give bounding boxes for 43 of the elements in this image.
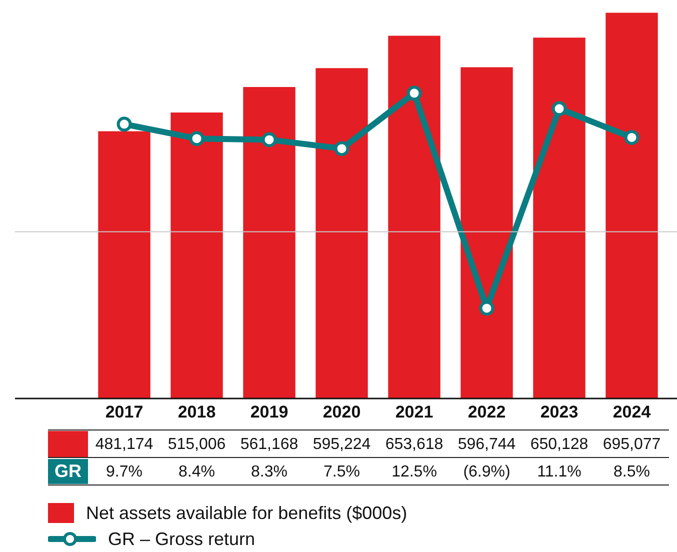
x-tick-label: 2019 (250, 402, 288, 422)
point (479, 300, 494, 316)
data-label: 561,168 (240, 436, 298, 454)
data-label: 515,006 (168, 436, 226, 454)
x-tick-label: 2022 (468, 402, 506, 422)
x-tick-label: 2017 (105, 402, 144, 422)
point (552, 101, 567, 116)
x-tick-label: 2024 (612, 402, 652, 422)
bar (388, 36, 440, 398)
bar (316, 68, 368, 398)
key-label-box: GR (48, 458, 88, 484)
x-tick-label: 2018 (178, 402, 216, 422)
point (406, 86, 422, 101)
bar (243, 86, 296, 398)
point (116, 116, 132, 132)
data-label: 12.5% (392, 464, 437, 481)
data-label: 8.3% (251, 464, 288, 481)
x-tick-label: 2020 (322, 402, 361, 422)
data-label: 9.7% (106, 464, 142, 481)
x-tick-label: 2023 (540, 402, 578, 422)
data-label: 650,128 (530, 436, 588, 454)
bar (460, 67, 513, 398)
legend-label: Net assets available for benefits ($000s) (86, 502, 408, 524)
data-label: (6.9%) (463, 464, 510, 481)
point (334, 141, 350, 156)
bar (98, 131, 150, 398)
data-label: 596,744 (458, 436, 516, 454)
bar (170, 112, 223, 398)
data-label: 8.4% (178, 464, 215, 481)
data-label: 11.1% (537, 464, 582, 481)
data-label: 8.5% (614, 464, 650, 481)
bar (533, 38, 586, 398)
point (189, 131, 204, 146)
bar (606, 12, 658, 398)
data-label: 481,174 (95, 436, 154, 454)
data-label: 695,077 (602, 436, 661, 454)
legend-label: GR – Gross return (108, 528, 256, 550)
data-label: 595,224 (312, 436, 371, 454)
point (624, 130, 640, 145)
data-label: 7.5% (324, 464, 360, 481)
data-label: 653,618 (385, 436, 444, 454)
point (262, 132, 277, 148)
x-tick-label: 2021 (395, 402, 434, 422)
